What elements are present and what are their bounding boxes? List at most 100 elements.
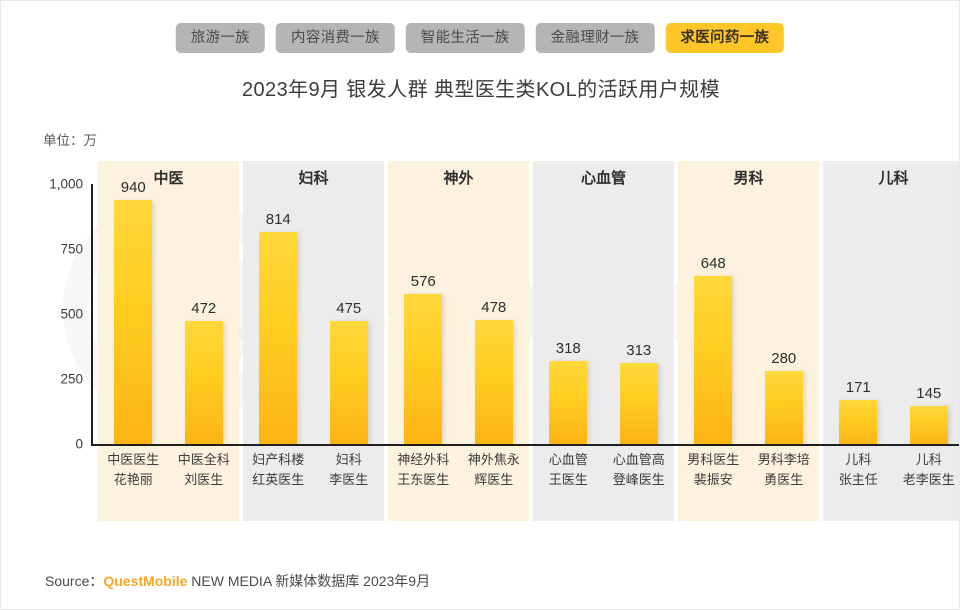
category-x-labels: 中医医生 花艳丽 中医全科刘医生 — [98, 446, 239, 506]
x-axis-line — [91, 444, 959, 446]
x-axis-label: 儿科 老李医生 — [894, 446, 960, 506]
x-label-line2: 花艳丽 — [113, 472, 153, 488]
bar-slot: 940 — [98, 179, 169, 444]
source-suffix: NEW MEDIA 新媒体数据库 2023年9月 — [187, 573, 431, 589]
category-bars: 576 478 — [388, 197, 529, 444]
x-axis-label: 妇产科楼 红英医生 — [243, 446, 314, 506]
y-tick-label: 0 — [75, 436, 83, 452]
x-label-line1: 儿科 — [845, 452, 872, 467]
category-bars: 940 472 — [98, 179, 239, 444]
bar[interactable]: 318 — [549, 340, 588, 444]
x-label-line1: 男科医生 — [687, 452, 740, 467]
x-label-line1: 心血管高 — [612, 452, 665, 467]
x-axis-label: 男科医生 裴振安 — [678, 446, 749, 506]
bar-value-label: 145 — [916, 385, 942, 403]
bar[interactable]: 313 — [619, 342, 658, 444]
source-footer: Source：QuestMobile NEW MEDIA 新媒体数据库 2023… — [45, 571, 430, 591]
x-label-line1: 中医全科 — [177, 452, 230, 467]
source-prefix: Source： — [45, 573, 104, 589]
category-header: 男科 — [733, 170, 764, 187]
x-label-line1: 心血管 — [548, 452, 588, 467]
bar-value-label: 472 — [191, 300, 217, 318]
tab-4-active[interactable]: 求医问药一族 — [665, 23, 785, 53]
x-axis-label: 妇科 李医生 — [314, 446, 385, 506]
category-tab-bar: 旅游一族 内容消费一族 智能生活一族 金融理财一族 求医问药一族 — [175, 23, 785, 53]
bar-slot: 648 — [678, 197, 749, 444]
category-x-labels: 心血管 王医生 心血管高 登峰医生 — [533, 446, 674, 506]
tab-1[interactable]: 内容消费一族 — [275, 23, 395, 53]
x-label-line2: 登峰医生 — [612, 472, 665, 488]
tab-2[interactable]: 智能生活一族 — [405, 23, 525, 53]
bar-slot: 171 — [823, 197, 894, 444]
x-axis-label: 心血管 王医生 — [533, 446, 604, 506]
x-label-line2: 红英医生 — [252, 472, 305, 488]
category-header: 神外 — [443, 170, 474, 187]
category-x-labels: 儿科 张主任 儿科 老李医生 — [823, 446, 960, 506]
bar-slot: 280 — [749, 197, 820, 444]
x-axis-label: 神外焦永 辉医生 — [459, 446, 530, 506]
x-axis-label: 中医全科 刘医生 — [169, 446, 240, 506]
bar-value-label: 814 — [265, 211, 291, 229]
x-axis-label: 中医医生 花艳丽 — [98, 446, 169, 506]
x-label-line2: 勇医生 — [764, 472, 804, 488]
y-tick-label: 1,000 — [49, 176, 83, 192]
unit-label: 单位：万 — [43, 133, 97, 148]
category-header: 儿科 — [878, 170, 909, 187]
x-label-line2: 刘医生 — [184, 472, 224, 488]
category-panel: 中医 940 472 中医医生 花艳丽 中医全科刘医生 — [98, 161, 239, 521]
y-tick-label: 500 — [60, 306, 83, 322]
x-label-line2: 王东医生 — [397, 472, 450, 488]
bar[interactable]: 280 — [764, 350, 803, 444]
questmobile-brand: QuestMobile — [103, 573, 188, 589]
bar-slot: 814 — [243, 197, 314, 444]
category-bars: 171 145 — [823, 197, 959, 444]
bar[interactable]: 478 — [474, 299, 513, 444]
x-label-line2: 李医生 — [329, 472, 369, 488]
category-x-labels: 妇产科楼 红英医生 妇科 李医生 — [243, 446, 384, 506]
bar[interactable]: 145 — [909, 385, 948, 444]
category-panel: 男科 648 280 男科医生 裴振安 男科李培勇医生 — [678, 161, 819, 521]
bar-slot: 475 — [314, 197, 385, 444]
x-label-line1: 妇科 — [335, 452, 362, 467]
tab-0[interactable]: 旅游一族 — [175, 23, 265, 53]
bar[interactable]: 814 — [259, 211, 298, 444]
bar-slot: 576 — [388, 197, 459, 444]
bar[interactable]: 475 — [329, 300, 368, 444]
bar-slot: 313 — [604, 197, 675, 444]
bar[interactable]: 472 — [184, 300, 223, 444]
bar[interactable]: 576 — [404, 273, 443, 444]
y-tick-label: 750 — [60, 241, 83, 257]
x-axis-label: 儿科 张主任 — [823, 446, 894, 506]
x-label-line1: 男科李培 — [757, 452, 810, 467]
x-label-line1: 神外焦永 — [467, 452, 520, 467]
category-panel: 神外 576 478 神经外科 王东医生 神外焦永 辉医生 — [388, 161, 529, 521]
bar-value-label: 475 — [336, 299, 362, 317]
bar-value-label: 280 — [771, 350, 797, 368]
bar[interactable]: 171 — [839, 379, 878, 444]
category-bars: 318 313 — [533, 197, 674, 444]
x-axis-label: 神经外科 王东医生 — [388, 446, 459, 506]
y-axis-line — [91, 184, 93, 445]
bar[interactable]: 648 — [694, 255, 733, 444]
bar-value-label: 318 — [555, 340, 581, 358]
bar-slot: 478 — [459, 197, 530, 444]
x-label-line2: 王医生 — [548, 472, 588, 488]
x-label-line1: 神经外科 — [397, 452, 450, 467]
category-bars: 814 475 — [243, 197, 384, 444]
category-header: 中医 — [153, 170, 184, 187]
x-label-line2: 老李医生 — [902, 472, 955, 488]
bar[interactable]: 940 — [114, 179, 153, 444]
x-label-line1: 儿科 — [915, 452, 942, 467]
category-panel: 妇科 814 475 妇产科楼 红英医生 妇科 李医生 — [243, 161, 384, 521]
bar-value-label: 648 — [700, 254, 726, 272]
x-axis-label: 心血管高 登峰医生 — [604, 446, 675, 506]
bar-slot: 318 — [533, 197, 604, 444]
bar-value-label: 313 — [626, 341, 652, 359]
category-header: 妇科 — [298, 170, 329, 187]
category-x-labels: 神经外科王东医生 神外焦永 辉医生 — [388, 446, 529, 506]
x-label-line1: 妇产科楼 — [252, 452, 305, 467]
tab-3[interactable]: 金融理财一族 — [535, 23, 655, 53]
page-title: 2023年9月 银发人群 典型医生类KOL的活跃用户规模 — [242, 79, 720, 101]
y-tick-label: 250 — [60, 371, 83, 387]
